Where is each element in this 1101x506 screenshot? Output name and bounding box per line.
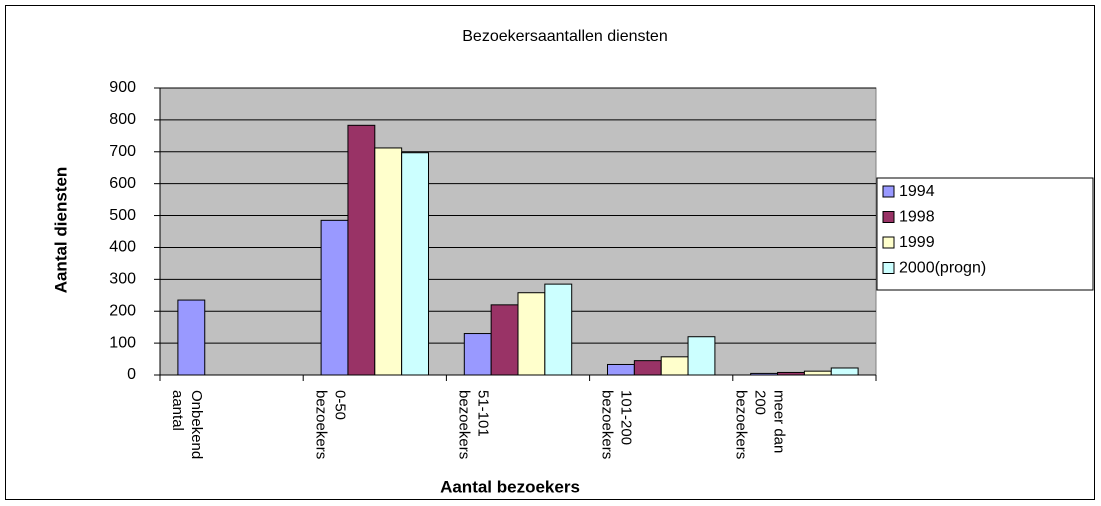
bar bbox=[607, 363, 635, 376]
y-tick-label: 900 bbox=[109, 79, 136, 96]
y-tick-label: 700 bbox=[109, 143, 136, 160]
bar bbox=[320, 219, 349, 376]
y-axis-label: Aantal diensten bbox=[51, 167, 70, 294]
bar bbox=[374, 147, 403, 376]
x-tick-label: 200 bbox=[751, 390, 768, 415]
legend-label: 1999 bbox=[899, 234, 935, 251]
legend-swatch bbox=[882, 211, 895, 223]
x-tick-label: aantal bbox=[169, 390, 186, 431]
x-tick-label: 101-200 bbox=[618, 390, 635, 445]
y-tick-label: 200 bbox=[109, 302, 136, 319]
y-tick-label: 800 bbox=[109, 111, 136, 128]
x-tick-label: 0-50 bbox=[331, 390, 348, 420]
y-tick-label: 0 bbox=[127, 366, 136, 383]
x-tick-label: Onbekend bbox=[188, 390, 205, 459]
bar bbox=[803, 370, 832, 376]
y-tick-label: 500 bbox=[109, 207, 136, 224]
legend-label: 1994 bbox=[899, 183, 935, 200]
bar bbox=[750, 372, 779, 376]
bar bbox=[517, 292, 546, 376]
bar bbox=[830, 367, 859, 376]
bar bbox=[660, 356, 689, 376]
legend-label: 2000(progn) bbox=[899, 260, 986, 277]
legend-label: 1998 bbox=[899, 209, 935, 226]
chart-title: Bezoekersaantallen diensten bbox=[462, 28, 667, 45]
bar bbox=[687, 336, 716, 376]
bar bbox=[490, 304, 519, 376]
legend-swatch bbox=[882, 236, 895, 249]
bar bbox=[777, 371, 805, 376]
x-axis-label: Aantal bezoekers bbox=[440, 477, 580, 496]
x-tick-label: bezoekers bbox=[599, 390, 616, 459]
legend-swatch bbox=[882, 262, 895, 274]
bar bbox=[463, 333, 492, 376]
bar bbox=[177, 299, 206, 376]
x-tick-label: bezoekers bbox=[732, 390, 749, 459]
bar bbox=[347, 124, 376, 376]
y-tick-label: 400 bbox=[109, 239, 136, 256]
bar bbox=[544, 283, 573, 376]
y-tick-label: 100 bbox=[109, 334, 136, 351]
legend-swatch bbox=[882, 185, 895, 198]
y-tick-label: 600 bbox=[109, 175, 136, 192]
x-tick-label: 51-101 bbox=[475, 390, 492, 437]
bar bbox=[401, 152, 429, 376]
x-tick-label: bezoekers bbox=[456, 390, 473, 459]
legend-box bbox=[876, 177, 1094, 291]
bar bbox=[633, 360, 662, 376]
y-tick-label: 300 bbox=[109, 271, 136, 288]
x-tick-label: meer dan bbox=[770, 390, 787, 453]
x-tick-label: bezoekers bbox=[312, 390, 329, 459]
